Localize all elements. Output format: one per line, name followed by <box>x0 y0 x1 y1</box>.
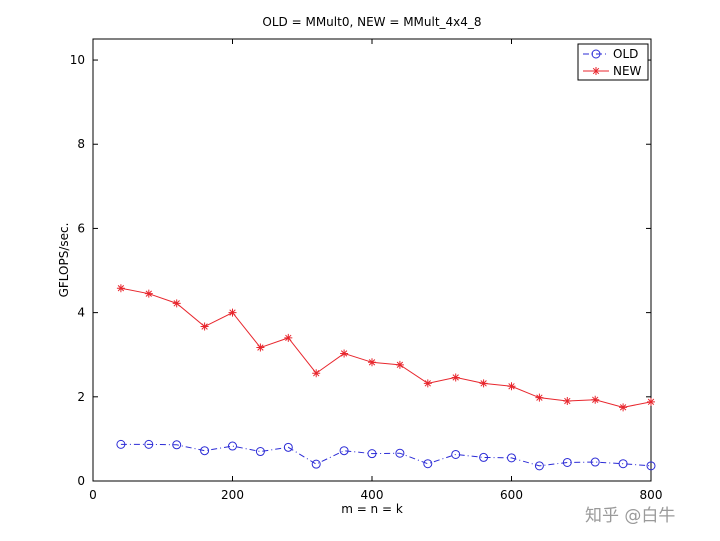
data-point <box>144 439 154 449</box>
data-point <box>618 459 628 469</box>
data-point <box>339 446 349 456</box>
legend-marker-old <box>591 49 601 59</box>
data-point <box>283 442 293 452</box>
data-point <box>395 360 404 369</box>
data-point <box>255 447 265 457</box>
data-point <box>284 333 293 342</box>
data-point <box>479 452 489 462</box>
data-point <box>534 461 544 471</box>
data-point <box>646 461 656 471</box>
y-tick-label: 8 <box>77 137 85 151</box>
data-point <box>647 397 655 406</box>
y-tick-label: 10 <box>70 53 85 67</box>
data-point <box>507 453 516 463</box>
data-point <box>368 358 376 367</box>
data-point <box>172 440 182 450</box>
x-tick-label: 200 <box>221 488 244 502</box>
x-tick-label: 800 <box>640 488 663 502</box>
data-point <box>228 441 237 451</box>
data-point <box>172 299 181 308</box>
series-line-new <box>120 287 652 408</box>
y-tick-label: 0 <box>77 474 85 488</box>
axis-ticks: 0 200 400 600 800 0 2 4 6 8 10 <box>70 39 663 502</box>
data-point <box>116 439 126 449</box>
data-point <box>256 343 265 352</box>
data-point <box>311 459 321 469</box>
series-line-old <box>120 443 652 467</box>
data-point <box>144 289 153 298</box>
plot-area <box>92 38 652 482</box>
data-point <box>228 308 237 317</box>
data-point <box>200 322 209 331</box>
data-point <box>312 369 321 378</box>
x-axis-label: m = n = k <box>341 502 403 516</box>
data-point <box>591 395 600 404</box>
x-tick-label: 400 <box>361 488 384 502</box>
y-tick-label: 4 <box>77 306 85 320</box>
data-point <box>423 379 432 388</box>
data-point <box>507 382 516 391</box>
x-tick-label: 0 <box>89 488 97 502</box>
legend-box <box>577 43 649 81</box>
y-axis-label: GFLOPS/sec. <box>57 223 71 298</box>
data-point <box>479 379 488 388</box>
series-new <box>116 284 655 412</box>
series-old <box>116 439 656 471</box>
data-point <box>116 284 125 293</box>
y-tick-label: 2 <box>77 390 85 404</box>
legend-star-shape <box>592 67 600 75</box>
x-tick-label: 600 <box>500 488 523 502</box>
data-point <box>451 449 461 459</box>
data-point <box>619 403 628 412</box>
data-point <box>367 449 377 459</box>
data-point <box>535 393 544 402</box>
legend-marker-new <box>592 67 600 75</box>
watermark: 知乎 @白牛 <box>585 506 675 526</box>
series-layer <box>116 284 656 471</box>
data-point <box>563 397 572 406</box>
data-point <box>423 459 433 469</box>
data-point <box>340 349 349 358</box>
plot-frame <box>92 38 652 482</box>
data-point <box>590 457 600 467</box>
legend-label-new: NEW <box>613 64 642 78</box>
chart-title: OLD = MMult0, NEW = MMult_4x4_8 <box>262 15 481 29</box>
y-tick-label: 6 <box>77 221 85 235</box>
legend-label-old: OLD <box>613 47 638 61</box>
data-point <box>395 448 405 458</box>
data-point <box>562 457 572 467</box>
legend: OLD NEW <box>577 43 649 81</box>
data-point <box>200 446 210 456</box>
data-point <box>451 373 460 382</box>
